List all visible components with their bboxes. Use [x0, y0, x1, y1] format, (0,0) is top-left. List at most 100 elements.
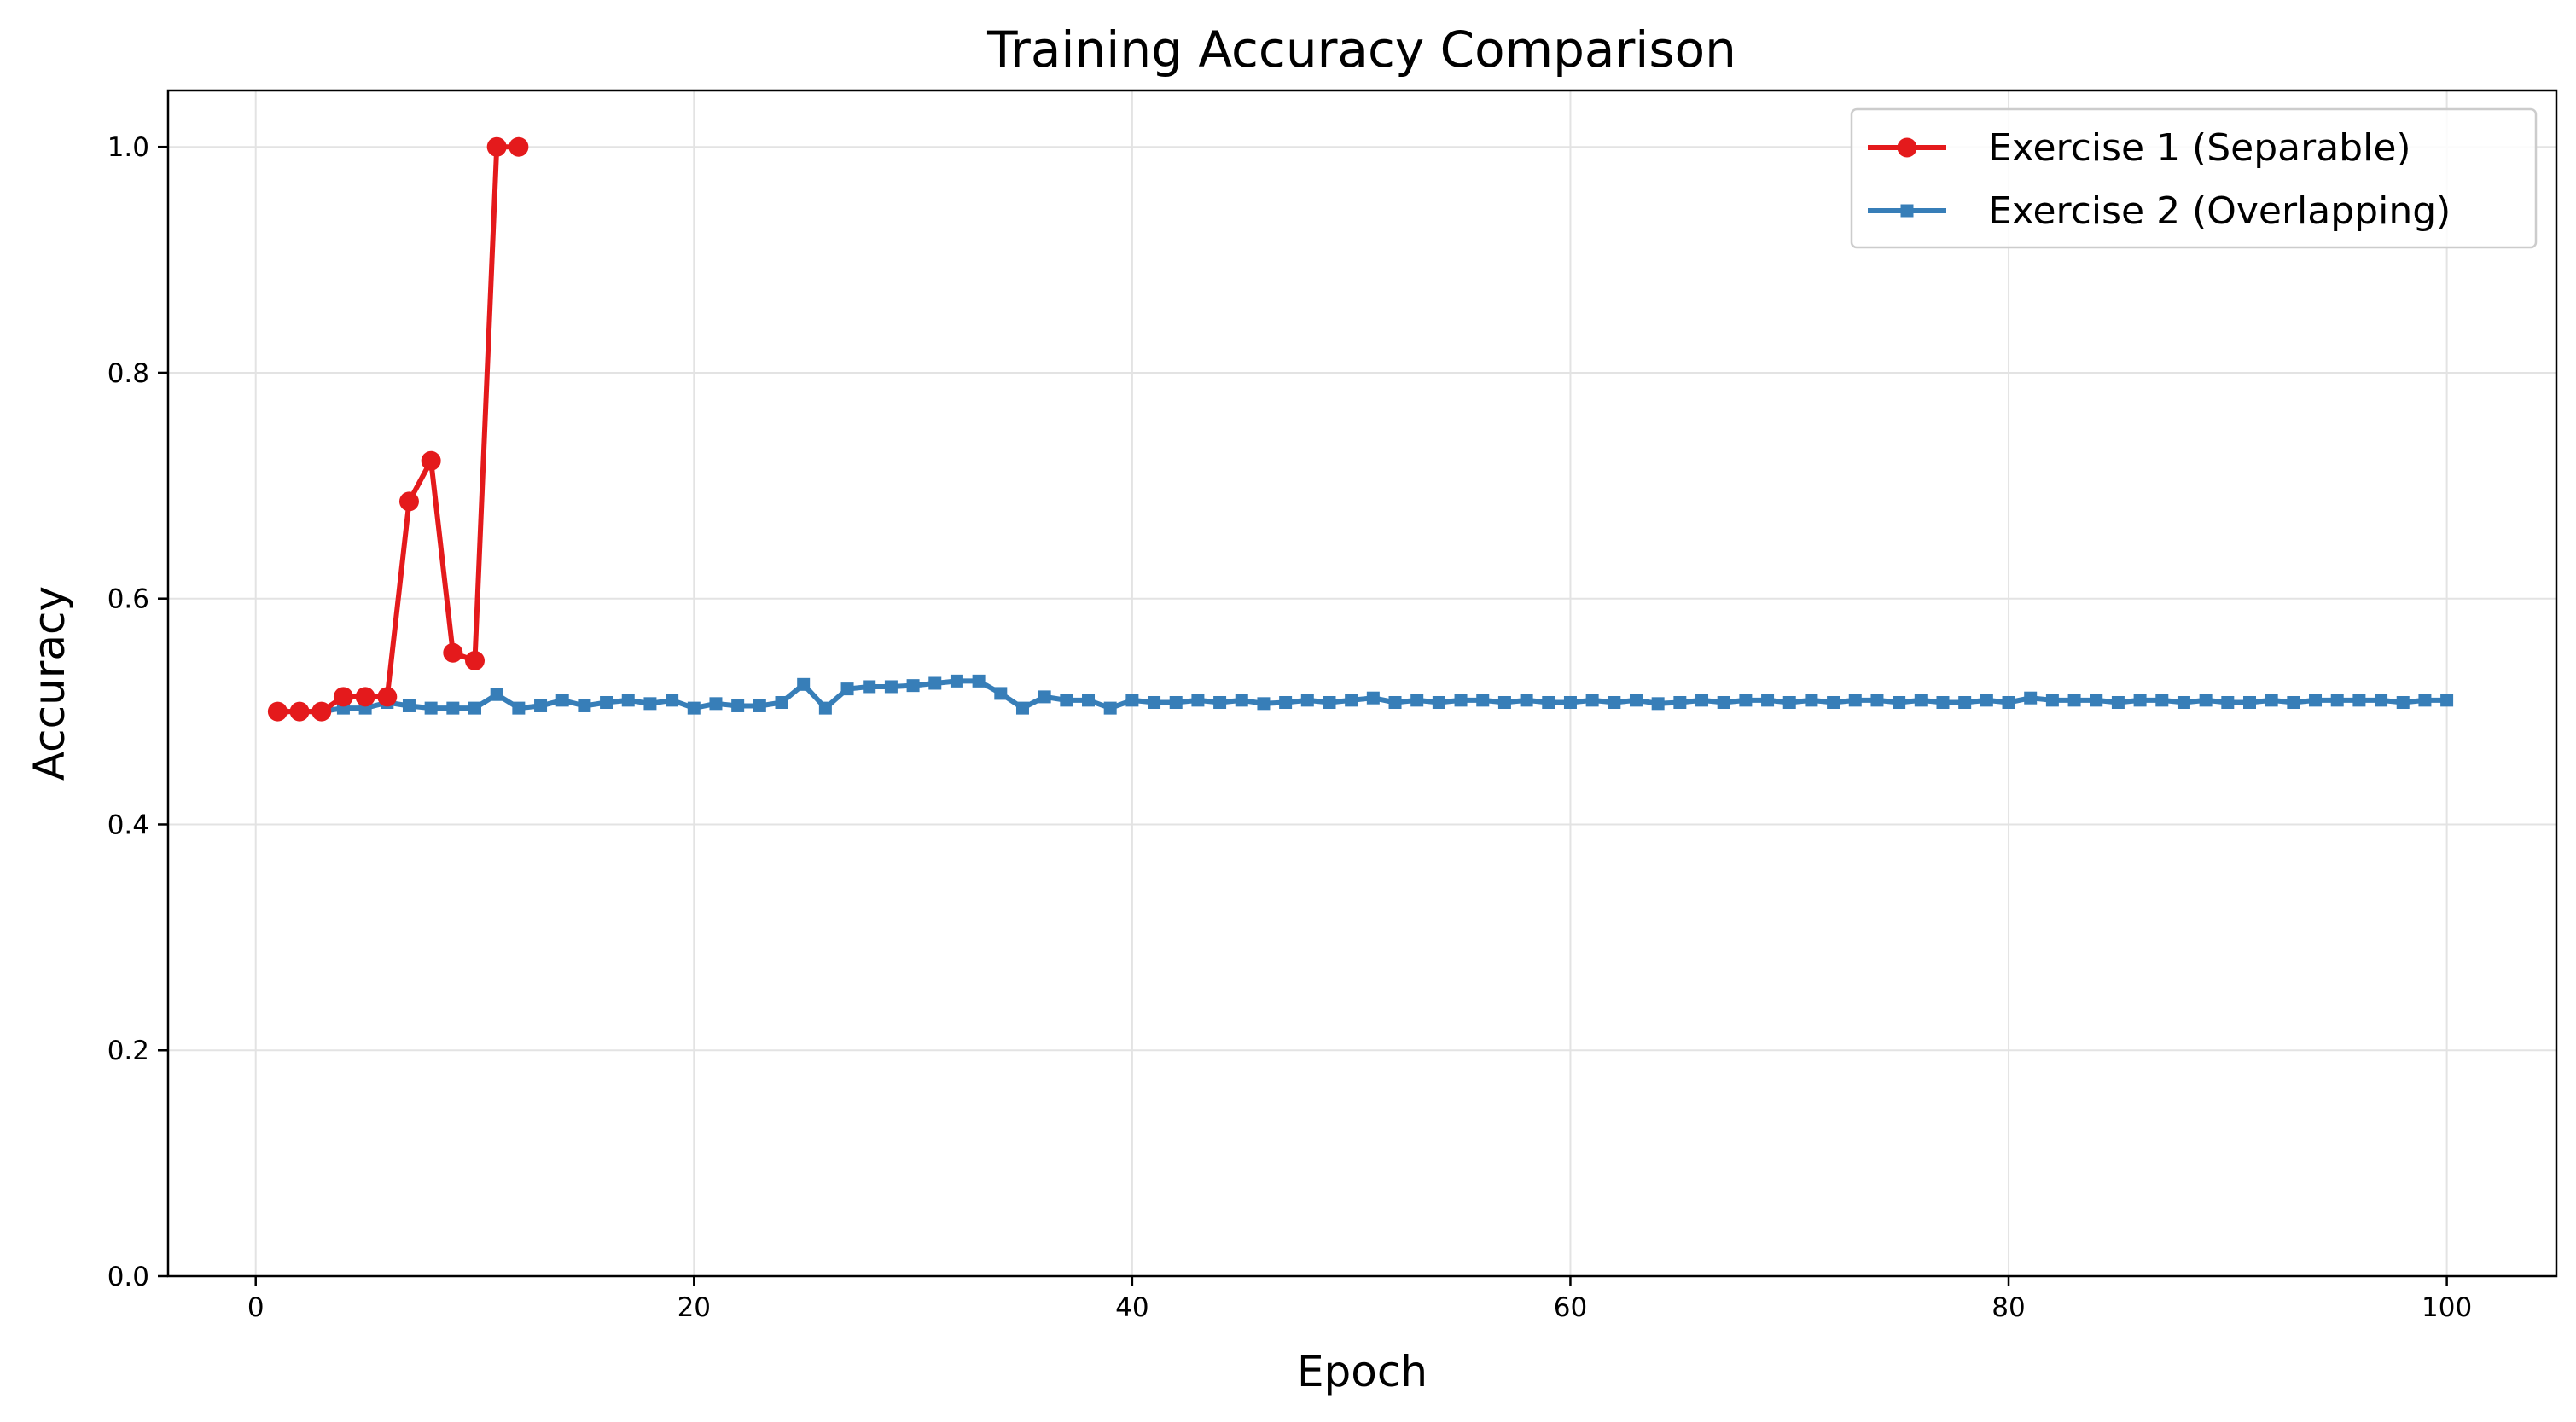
- series-2-point: [1805, 694, 1818, 707]
- series-2-point: [1827, 696, 1840, 710]
- series-2-point: [1848, 694, 1862, 707]
- series-layer: [267, 136, 2454, 722]
- series-2-point: [1651, 697, 1665, 711]
- series-2-point: [797, 677, 811, 691]
- chart-title: Training Accuracy Comparison: [986, 20, 1736, 78]
- series-1-point: [355, 687, 375, 707]
- series-2-point: [1563, 696, 1577, 710]
- series-2-point: [1958, 696, 1972, 710]
- series-2-point: [2133, 694, 2147, 707]
- axis-ticks: 0 20 40 60 80 100 0.0 0.2 0.4 0.6 0.8 1.0: [108, 132, 2473, 1323]
- series-1-point: [311, 701, 332, 722]
- series-2-point: [578, 699, 591, 712]
- series-1-point: [333, 687, 353, 707]
- series-2-point: [1300, 694, 1314, 707]
- series-2-point: [1454, 694, 1468, 707]
- series-2-line: [277, 678, 2447, 715]
- series-2-point: [424, 701, 438, 715]
- series-2-point: [1366, 691, 1380, 705]
- series-1-point: [398, 491, 419, 512]
- series-2-point: [906, 679, 920, 693]
- series-2-point: [928, 676, 942, 690]
- x-tick-label: 100: [2422, 1292, 2472, 1323]
- series-2-point: [1235, 694, 1248, 707]
- series-2-point: [775, 696, 788, 710]
- series-1-point: [509, 136, 529, 157]
- series-2-point: [1410, 694, 1424, 707]
- series-2-point: [709, 697, 723, 711]
- x-tick-label: 80: [1992, 1292, 2025, 1323]
- series-2-point: [972, 674, 986, 688]
- series-2-point: [1257, 697, 1271, 711]
- series-2-point: [600, 696, 613, 710]
- series-2-point: [2155, 694, 2169, 707]
- series-2-point: [731, 699, 745, 712]
- y-tick-label: 0.6: [108, 584, 149, 615]
- series-2-point: [1038, 690, 1051, 704]
- series-2-point: [1542, 696, 1555, 710]
- series-2-point: [1980, 694, 1993, 707]
- series-2-point: [840, 682, 854, 696]
- series-2-point: [1629, 694, 1643, 707]
- series-2-point: [1345, 694, 1358, 707]
- series-2-point: [446, 701, 460, 715]
- series-2: [270, 674, 2454, 718]
- series-2-point: [863, 680, 876, 694]
- series-1-point: [465, 651, 486, 671]
- legend-item-1: Exercise 1 (Separable): [1868, 126, 2411, 170]
- series-2-point: [1870, 694, 1884, 707]
- y-axis-label: Accuracy: [25, 586, 74, 781]
- series-2-point: [1103, 701, 1117, 715]
- series-2-point: [1148, 696, 1161, 710]
- x-axis-label: Epoch: [1297, 1347, 1428, 1396]
- series-2-point: [2396, 696, 2410, 710]
- series-2-point: [1497, 696, 1511, 710]
- series-2-point: [555, 694, 569, 707]
- series-2-point: [753, 699, 766, 712]
- series-1-point: [486, 136, 507, 157]
- series-2-point: [2242, 696, 2256, 710]
- y-tick-label: 0.4: [108, 810, 149, 840]
- series-2-point: [1191, 694, 1205, 707]
- series-2-point: [490, 688, 503, 701]
- series-1-point: [289, 701, 310, 722]
- series-2-point: [534, 699, 548, 712]
- x-tick-label: 60: [1554, 1292, 1587, 1323]
- series-2-point: [643, 697, 657, 711]
- series-2-point: [1914, 694, 1928, 707]
- series-2-point: [2024, 691, 2038, 705]
- series-2-point: [1323, 696, 1336, 710]
- y-tick-label: 0.8: [108, 358, 149, 389]
- series-2-point: [1125, 694, 1139, 707]
- legend-label: Exercise 1 (Separable): [1988, 126, 2411, 170]
- series-2-point: [1893, 696, 1906, 710]
- series-2-point: [1782, 696, 1796, 710]
- series-2-point: [2352, 694, 2366, 707]
- plot-area-frame: [166, 89, 2558, 1278]
- series-1-point: [421, 450, 441, 471]
- series-1-point: [377, 687, 398, 707]
- series-2-point: [1936, 696, 1950, 710]
- legend-item-2: Exercise 2 (Overlapping): [1868, 189, 2451, 233]
- series-2-point: [1388, 696, 1402, 710]
- series-2-point: [1082, 694, 1096, 707]
- y-tick-label: 0.2: [108, 1036, 149, 1066]
- series-2-point: [2067, 694, 2081, 707]
- legend-box: [1850, 107, 2538, 249]
- series-2-point: [2265, 694, 2278, 707]
- series-2-point: [1169, 696, 1183, 710]
- series-2-point: [2287, 696, 2300, 710]
- legend: Exercise 1 (Separable) Exercise 2 (Overla…: [1850, 107, 2538, 249]
- series-2-point: [2199, 694, 2213, 707]
- y-tick-label: 1.0: [108, 132, 149, 163]
- series-2-point: [1476, 694, 1490, 707]
- x-tick-label: 20: [677, 1292, 711, 1323]
- series-2-point: [1761, 694, 1775, 707]
- series-2-point: [1213, 696, 1227, 710]
- series-1-point: [267, 701, 288, 722]
- series-2-point: [1015, 701, 1029, 715]
- series-2-point: [2111, 696, 2125, 710]
- series-1: [267, 136, 529, 722]
- series-2-point: [2221, 696, 2235, 710]
- series-2-point: [2375, 694, 2388, 707]
